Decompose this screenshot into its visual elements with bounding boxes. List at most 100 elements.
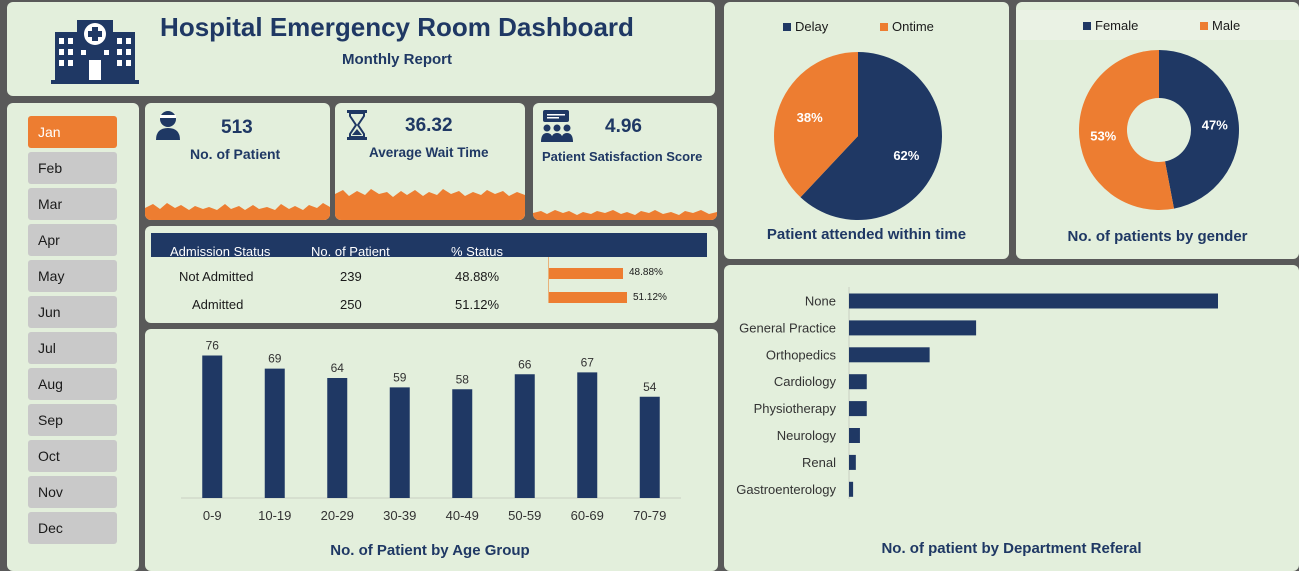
age-tick-label: 30-39 xyxy=(383,508,416,523)
department-bar xyxy=(849,293,1218,309)
department-bar xyxy=(849,454,856,470)
admission-percent-bar xyxy=(549,292,627,303)
kpi-satisfaction-card: 4.96 Patient Satisfaction Score xyxy=(533,103,717,220)
month-button-sep[interactable]: Sep xyxy=(28,404,117,436)
table-cell-count: 239 xyxy=(340,269,362,284)
age-bar-value-label: 66 xyxy=(518,357,532,371)
month-button-jul[interactable]: Jul xyxy=(28,332,117,364)
department-bar xyxy=(849,481,854,497)
attended-within-time-pie-chart: 62% 38% xyxy=(774,52,942,221)
group-feedback-icon xyxy=(541,110,573,142)
age-bar xyxy=(202,355,223,498)
age-tick-label: 50-59 xyxy=(508,508,541,523)
admission-percent-bar-label: 51.12% xyxy=(633,292,667,303)
attended-within-time-panel: Delay Ontime 62% 38% Patient attended wit… xyxy=(724,2,1009,259)
legend-strip xyxy=(1016,10,1299,40)
month-button-jun[interactable]: Jun xyxy=(28,296,117,328)
pie-slice-male xyxy=(1079,49,1174,210)
table-cell-count: 250 xyxy=(340,297,362,312)
age-bar xyxy=(639,396,660,498)
kpi-satisfaction-value: 4.96 xyxy=(605,116,642,137)
month-button-apr[interactable]: Apr xyxy=(28,224,117,256)
month-button-jan[interactable]: Jan xyxy=(28,116,117,148)
age-bar-value-label: 67 xyxy=(581,355,595,369)
gender-chart-panel: Female Male 47% 53% No. of patients by ge… xyxy=(1016,2,1299,259)
department-tick-label: Cardiology xyxy=(774,374,837,389)
department-tick-label: Neurology xyxy=(777,428,837,443)
admission-status-table: Admission Status No. of Patient % Status… xyxy=(145,226,718,323)
table-cell-percent: 51.12% xyxy=(455,297,500,312)
pie-slice-ontime xyxy=(774,52,858,198)
legend-item-female: Female xyxy=(1083,18,1138,33)
page-title: Hospital Emergency Room Dashboard xyxy=(160,12,634,42)
pie-data-label: 53% xyxy=(1090,128,1116,143)
kpi-wait-time-card: 36.32 Average Wait Time xyxy=(335,103,525,220)
age-tick-label: 10-19 xyxy=(258,508,291,523)
department-referral-bar-chart: None General Practice Orthopedics Cardiolog… xyxy=(736,287,1218,499)
age-bar xyxy=(389,387,410,498)
admission-percent-bar xyxy=(549,268,623,279)
age-tick-label: 40-49 xyxy=(446,508,479,523)
age-tick-label: 60-69 xyxy=(571,508,604,523)
department-bar xyxy=(849,374,867,390)
gender-chart-title: No. of patients by gender xyxy=(1067,228,1248,245)
kpi-patients-label: No. of Patient xyxy=(190,146,281,162)
age-bar xyxy=(327,378,348,498)
pie-data-label: 62% xyxy=(893,148,919,163)
patient-icon xyxy=(156,111,180,140)
month-button-nov[interactable]: Nov xyxy=(28,476,117,508)
hospital-icon xyxy=(51,20,139,84)
admission-percent-bar-label: 48.88% xyxy=(629,267,663,278)
legend-item-male: Male xyxy=(1200,18,1240,33)
kpi-wait-time-label: Average Wait Time xyxy=(369,145,489,160)
age-bar-value-label: 69 xyxy=(268,352,282,366)
department-tick-label: Physiotherapy xyxy=(754,401,837,416)
age-chart-title: No. of Patient by Age Group xyxy=(330,542,530,559)
gender-donut-chart: 47% 53% xyxy=(1079,49,1239,210)
age-bar-value-label: 64 xyxy=(331,361,345,375)
hourglass-icon xyxy=(347,110,367,140)
table-header-count: No. of Patient xyxy=(311,244,390,259)
age-tick-label: 20-29 xyxy=(321,508,354,523)
pie-data-label: 47% xyxy=(1202,118,1228,133)
age-bar-value-label: 54 xyxy=(643,380,657,394)
month-button-may[interactable]: May xyxy=(28,260,117,292)
age-group-bar-chart: 76 0-9 69 10-19 64 20-29 59 30-39 58 40-49 66 50-59… xyxy=(181,339,681,523)
table-header-status: Admission Status xyxy=(170,244,271,259)
pie-data-label: 38% xyxy=(797,110,823,125)
page-subtitle: Monthly Report xyxy=(342,51,452,68)
table-header-percent: % Status xyxy=(451,244,504,259)
department-bar xyxy=(849,347,930,363)
department-chart-title: No. of patient by Department Referal xyxy=(881,540,1142,557)
department-tick-label: Orthopedics xyxy=(766,347,837,362)
attended-chart-title: Patient attended within time xyxy=(766,226,967,243)
department-chart-panel: None General Practice Orthopedics Cardiolog… xyxy=(724,265,1299,571)
satisfaction-sparkline xyxy=(533,210,717,220)
month-button-aug[interactable]: Aug xyxy=(28,368,117,400)
legend-item-ontime: Ontime xyxy=(880,19,934,34)
department-tick-label: General Practice xyxy=(739,320,836,335)
month-button-feb[interactable]: Feb xyxy=(28,152,117,184)
age-group-chart-panel: 76 0-9 69 10-19 64 20-29 59 30-39 58 40-49 66 50-59… xyxy=(145,329,718,571)
department-tick-label: Renal xyxy=(802,455,836,470)
month-button-mar[interactable]: Mar xyxy=(28,188,117,220)
age-bar xyxy=(577,372,598,498)
department-tick-label: None xyxy=(805,294,836,309)
table-cell-status: Admitted xyxy=(192,297,244,312)
month-slicer: Jan Feb Mar Apr May Jun Jul Aug Sep Oct Nov Dec xyxy=(7,103,139,571)
age-bar xyxy=(452,389,473,498)
table-cell-percent: 48.88% xyxy=(455,269,500,284)
month-button-dec[interactable]: Dec xyxy=(28,512,117,544)
table-header xyxy=(151,233,707,257)
age-tick-label: 70-79 xyxy=(633,508,666,523)
age-bar-value-label: 59 xyxy=(393,370,407,384)
legend-item-delay: Delay xyxy=(783,19,828,34)
month-button-oct[interactable]: Oct xyxy=(28,440,117,472)
age-bar xyxy=(514,374,535,498)
department-tick-label: Gastroenterology xyxy=(736,482,836,497)
wait-time-sparkline xyxy=(335,189,525,220)
kpi-satisfaction-label: Patient Satisfaction Score xyxy=(542,149,703,164)
pie-slice-delay xyxy=(800,52,942,221)
table-cell-status: Not Admitted xyxy=(179,269,254,284)
department-bar xyxy=(849,428,860,443)
